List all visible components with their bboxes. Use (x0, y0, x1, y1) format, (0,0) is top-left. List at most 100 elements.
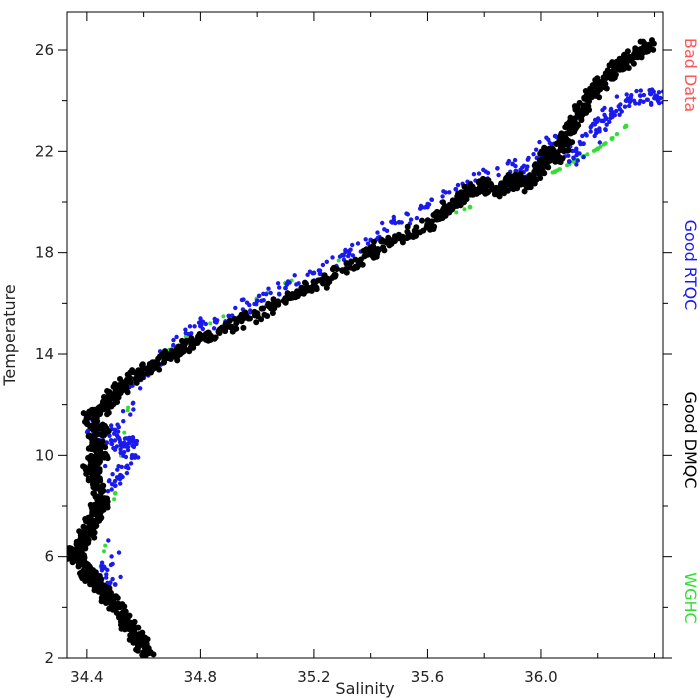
data-point (122, 617, 128, 624)
data-point (115, 434, 120, 439)
data-point (104, 440, 110, 446)
data-point (69, 546, 76, 553)
data-point (95, 431, 102, 438)
data-point (96, 466, 103, 473)
data-point (121, 453, 126, 458)
data-point (594, 128, 599, 133)
data-point (104, 406, 111, 413)
data-point (538, 157, 545, 164)
data-point (102, 549, 106, 554)
data-point (240, 324, 247, 331)
data-point (537, 139, 542, 145)
data-point (128, 412, 133, 417)
data-point (125, 463, 130, 468)
data-point (100, 429, 107, 436)
data-point (104, 411, 111, 418)
data-point (417, 229, 423, 236)
data-point (266, 302, 273, 308)
data-point (110, 576, 115, 582)
data-point (350, 265, 357, 272)
data-point (96, 409, 103, 416)
data-point (637, 38, 644, 45)
data-point (95, 460, 102, 467)
data-point (130, 621, 137, 628)
data-point (82, 542, 89, 549)
data-point (375, 230, 380, 235)
data-point (90, 580, 96, 587)
data-point (132, 375, 139, 382)
data-point (118, 574, 123, 580)
data-point (100, 482, 107, 489)
data-point (514, 185, 521, 192)
data-point (112, 582, 118, 587)
data-point (632, 45, 639, 52)
data-point (296, 281, 301, 286)
data-point (120, 409, 126, 414)
data-point (600, 107, 605, 113)
data-point (566, 153, 571, 158)
data-point (129, 367, 136, 374)
data-point (85, 532, 92, 538)
data-point (95, 514, 101, 521)
data-point (104, 575, 109, 580)
data-point (115, 422, 120, 427)
data-point (256, 293, 262, 299)
data-point (115, 467, 120, 472)
data-point (471, 172, 477, 177)
data-point (425, 201, 430, 207)
data-point (393, 220, 398, 226)
data-point (647, 88, 652, 93)
data-point (539, 165, 546, 172)
data-point (69, 557, 76, 564)
data-point (441, 203, 448, 210)
data-point (215, 327, 222, 334)
data-point (645, 41, 652, 49)
data-point (518, 167, 523, 172)
data-point (656, 90, 662, 95)
y-tick-label: 6 (44, 548, 54, 566)
data-point (150, 651, 157, 658)
data-point (644, 97, 650, 102)
data-point (637, 93, 643, 98)
data-point (365, 241, 371, 246)
data-point (119, 464, 124, 470)
data-point (87, 469, 94, 476)
data-point (109, 441, 114, 446)
data-point (93, 484, 100, 491)
data-point (419, 217, 425, 224)
data-point (284, 290, 291, 297)
data-point (112, 478, 118, 484)
data-point (603, 85, 610, 92)
data-point (108, 391, 115, 398)
data-point (347, 248, 352, 254)
data-point (622, 104, 628, 109)
y-axis-title: Temperature (0, 284, 19, 386)
x-tick-label: 36.0 (524, 668, 557, 686)
data-point (582, 102, 589, 109)
data-point (380, 244, 387, 251)
data-point (130, 443, 135, 448)
data-point (636, 101, 642, 106)
data-point (85, 433, 92, 440)
data-point (125, 447, 131, 453)
data-point (77, 536, 84, 542)
data-point (145, 367, 152, 374)
data-point (623, 63, 630, 69)
data-point (126, 440, 132, 446)
data-point (186, 337, 193, 344)
data-point (121, 419, 126, 424)
data-point (339, 252, 345, 258)
data-point (320, 262, 326, 268)
data-point (405, 212, 410, 217)
data-point (503, 175, 509, 182)
data-point (108, 562, 114, 568)
data-point (541, 145, 548, 152)
data-point (157, 353, 163, 360)
data-point (194, 339, 201, 346)
data-point (102, 565, 108, 571)
data-point (584, 133, 589, 138)
data-point (601, 142, 606, 147)
data-point (205, 329, 212, 336)
data-point (79, 575, 86, 582)
data-point (525, 178, 532, 185)
